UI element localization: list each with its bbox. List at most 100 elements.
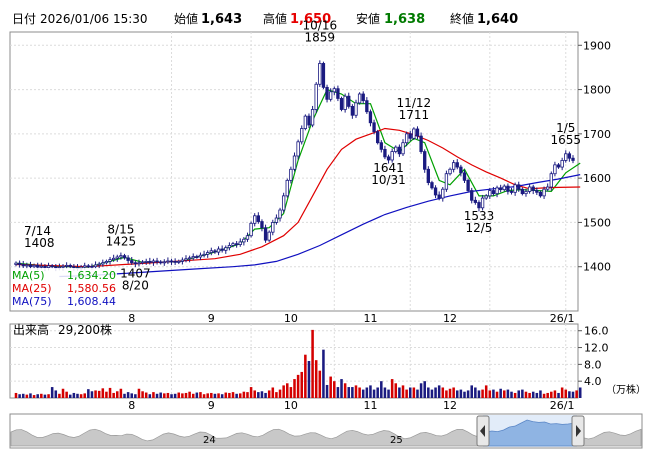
candle [397,144,402,157]
volume-bar [539,390,542,398]
candle [318,60,322,87]
candle [271,219,275,236]
candle [549,171,553,191]
volume-bar [126,392,130,398]
candle [202,250,206,258]
candle [97,261,101,269]
volume-bar [347,387,351,398]
candle [379,140,383,153]
volume-bar [210,392,213,398]
volume-bar [134,394,137,398]
candle [307,113,311,129]
volume-bar [578,387,582,398]
open-label: 始値 [174,11,198,26]
annotation-value: 1641 [373,161,404,175]
candle [484,194,488,200]
volume-bar [427,387,430,398]
datetime-value: 2026/01/06 15:30 [40,12,148,26]
volume-bar [448,388,452,398]
legend-name: MA(5) [12,269,45,282]
candle [238,238,242,247]
close-value: 1,640 [477,12,518,27]
volume-bar [224,392,228,398]
candle [64,262,69,269]
candle [50,264,54,269]
volume-bar [87,389,90,398]
volume-bar [412,387,416,398]
volume-bar [463,391,466,398]
volume-bar [343,383,347,398]
volume-bar [231,392,235,398]
candle [376,129,380,145]
volume-bar [105,391,108,398]
candle [477,200,481,212]
price-tick-label: 1600 [583,172,611,185]
candle [242,237,246,246]
candle [260,219,264,232]
candle [426,166,430,186]
candle [133,260,138,268]
candle [231,241,235,248]
volume-bar [253,390,256,398]
volume-bar [191,393,195,398]
volume-bar [246,392,249,398]
annotation-value: 1425 [106,235,137,249]
x-tick-label: 10 [284,399,298,412]
volume-bar [329,376,332,398]
volume-bar [495,391,499,398]
volume-bar [137,388,141,398]
volume-bar [101,388,105,398]
range-navigator[interactable]: 24 25 [9,413,643,449]
volume-bar [173,393,177,398]
volume-bar [568,391,571,398]
candle [567,151,572,162]
price-tick-label: 1900 [583,39,611,52]
candle [368,109,373,127]
volume-bar [235,393,238,398]
candle [383,145,387,160]
volume-bar [275,392,278,398]
volume-bar [238,393,242,398]
candle [538,190,543,198]
candle [209,247,213,256]
candle [310,105,315,128]
candle [263,224,268,243]
navigator-left-handle[interactable] [476,415,490,447]
candle [256,212,260,224]
candle [140,260,145,265]
chevron-left-icon [480,425,485,437]
volume-bar [123,393,126,398]
volume-bar [228,392,231,398]
candle [441,187,445,202]
candle [542,186,546,199]
volume-bar [437,385,441,398]
volume-bar [50,387,54,398]
legend-entry: MA(25) 1,580.56 [12,282,116,295]
volume-bar [184,392,188,398]
navigator-year-24: 24 [203,435,216,446]
volume-bar [441,387,445,398]
volume-bar [481,389,484,398]
navigator-right-handle[interactable] [571,415,585,447]
candle [473,196,478,205]
candle [386,154,391,164]
annotation-date: 10/16 [303,18,338,32]
volume-bar [271,387,275,398]
candle [151,258,156,266]
volume-bar [369,385,372,398]
candle [180,257,185,265]
navigator-year-25: 25 [390,435,403,446]
annotation-value: 1407 [120,267,151,281]
volume-bar [217,393,220,398]
candle [86,264,91,269]
candle [401,139,405,156]
volume-bar [322,349,325,398]
candle [14,261,18,267]
volume-bar [144,392,148,398]
volume-bar [293,379,296,398]
candle [169,258,174,265]
